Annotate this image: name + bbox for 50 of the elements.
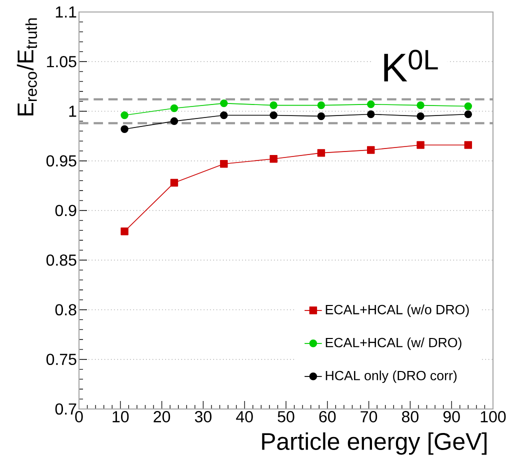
x-tick-label: 30	[194, 411, 212, 422]
x-tick-label: 0	[75, 411, 83, 422]
point	[220, 99, 228, 108]
x-tick-label: 80	[402, 411, 418, 422]
point	[464, 102, 472, 110]
point	[220, 160, 228, 168]
y-axis-title: E$_{reco}$/E$_{truth}$	[16, 18, 38, 116]
y-tick-label: 0.75	[46, 354, 76, 366]
point	[220, 111, 228, 120]
point	[270, 101, 278, 110]
point	[464, 110, 472, 118]
point	[366, 146, 375, 154]
point	[317, 101, 326, 110]
x-axis-title: Particle energy [GeV]	[262, 432, 487, 455]
x-tick-label: 50	[278, 411, 294, 422]
y-tick-label: 0.8	[55, 304, 76, 316]
y-tick-label: 0.9	[55, 204, 76, 216]
x-tick-label: 90	[443, 411, 460, 422]
x-tick-label: 40	[236, 411, 253, 422]
point	[120, 125, 128, 133]
point	[416, 141, 424, 149]
point	[416, 101, 424, 110]
x-tick-label: 70	[360, 411, 378, 422]
point	[170, 117, 178, 126]
point	[464, 141, 472, 149]
legend-label: HCAL only (DRO corr)	[326, 370, 457, 383]
x-tick-label: 20	[154, 411, 170, 422]
legend-label: ECAL+HCAL (w/o DRO)	[326, 304, 469, 317]
point	[270, 111, 278, 120]
point	[270, 155, 278, 163]
point	[120, 227, 128, 236]
point	[366, 100, 375, 108]
y-tick-label: 1	[69, 106, 76, 117]
legend-label: ECAL+HCAL (w/ DRO)	[326, 338, 462, 350]
y-tick-label: 0.85	[46, 254, 76, 266]
point	[317, 149, 326, 157]
point	[416, 112, 424, 120]
point	[366, 110, 375, 118]
x-tick-label: 60	[319, 411, 336, 422]
annotation: K$^{0L}$	[384, 50, 438, 82]
point	[170, 104, 178, 112]
y-tick-label: 0.7	[55, 403, 76, 415]
x-tick-label: 10	[112, 411, 129, 422]
x-tick-label: 100	[480, 411, 506, 422]
y-tick-label: 1.05	[47, 56, 76, 68]
point	[120, 111, 128, 120]
y-tick-label: 0.95	[46, 155, 76, 167]
y-tick-label: 1.1	[56, 6, 76, 18]
point	[170, 178, 178, 187]
point	[317, 112, 326, 120]
